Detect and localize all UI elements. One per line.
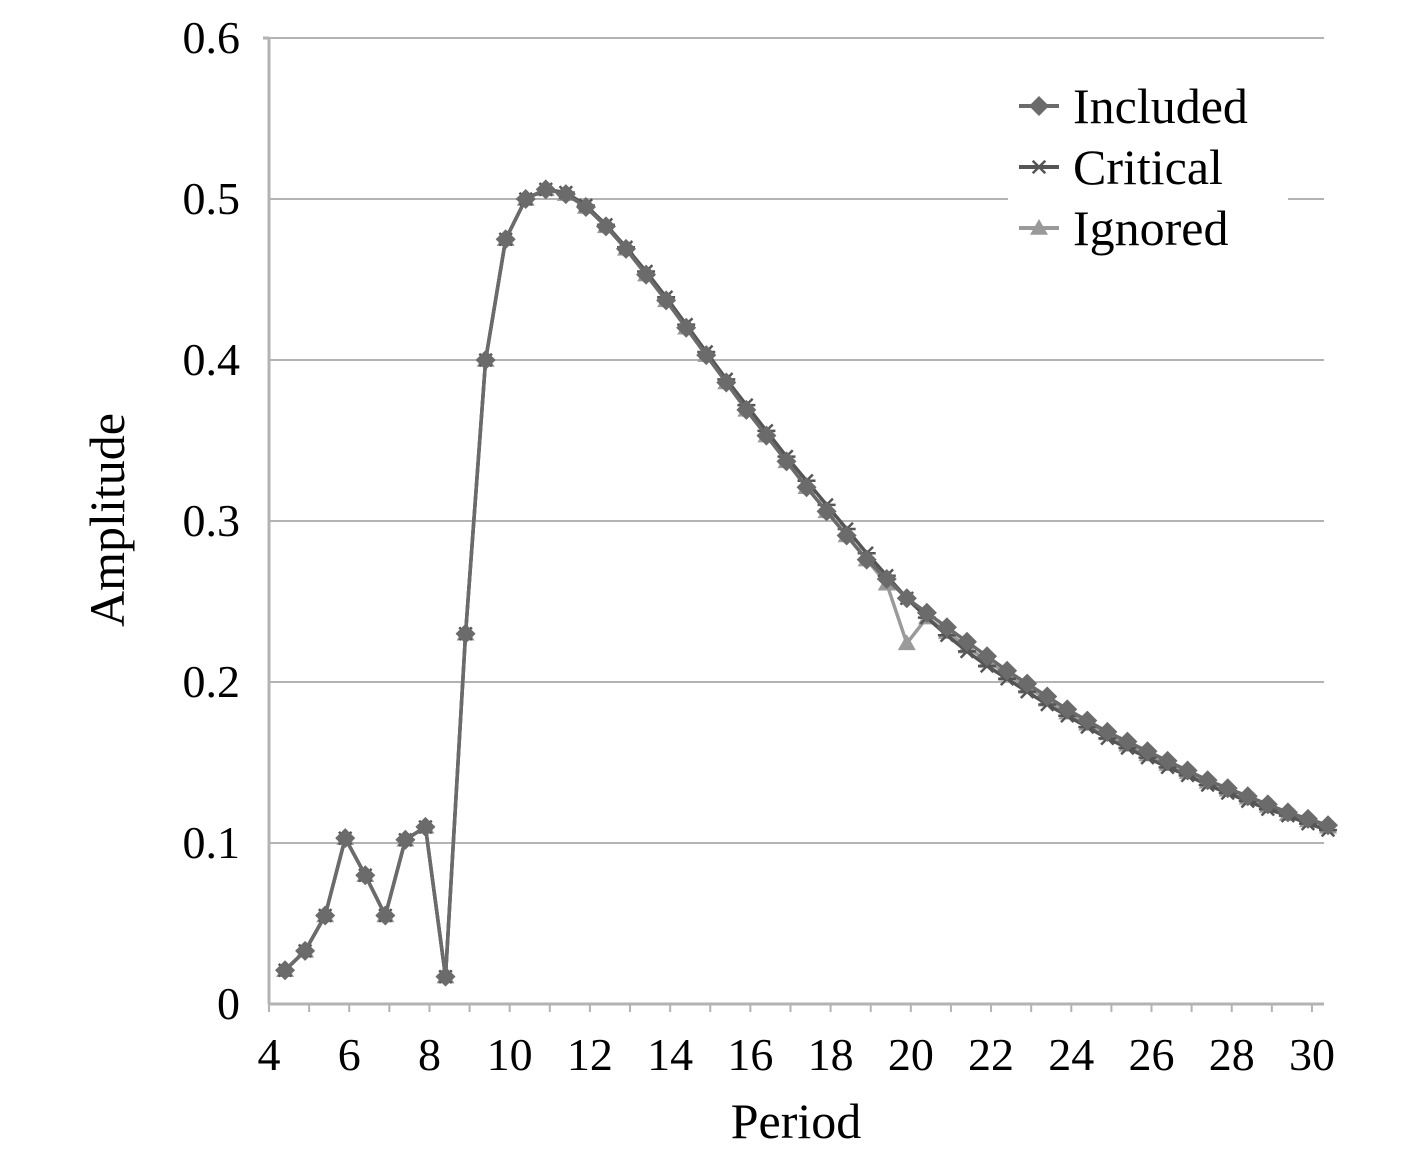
x-tick-label: 30	[1289, 1029, 1335, 1080]
point-included	[656, 290, 677, 311]
point-included	[455, 623, 476, 644]
x-tick-label: 6	[338, 1029, 361, 1080]
point-included	[475, 350, 496, 370]
x-tick-label: 4	[258, 1029, 281, 1080]
point-included	[1057, 699, 1078, 720]
point-included	[796, 477, 817, 498]
legend-marker-ignored	[1030, 219, 1048, 235]
point-included	[1297, 808, 1318, 829]
point-included	[956, 631, 977, 652]
point-included	[395, 829, 416, 850]
grid-lines	[269, 37, 1324, 844]
point-included	[1037, 686, 1058, 707]
series-lines	[275, 179, 1339, 987]
legend-marker-included	[1029, 96, 1049, 116]
point-included	[816, 501, 837, 522]
legend-label-included: Included	[1073, 78, 1248, 134]
x-tick-label: 8	[418, 1029, 441, 1080]
x-tick-label: 14	[647, 1029, 693, 1080]
y-tick-label: 0.2	[183, 656, 241, 707]
x-tick-label: 20	[888, 1029, 934, 1080]
point-included	[1157, 750, 1178, 771]
point-included	[636, 264, 657, 285]
y-axis-title: Amplitude	[79, 413, 135, 627]
point-included	[616, 238, 637, 259]
y-tick-label: 0.3	[183, 495, 241, 546]
point-included	[1318, 815, 1339, 836]
point-included	[1257, 794, 1278, 815]
series-ignored	[276, 180, 1338, 984]
point-included	[1177, 760, 1198, 781]
point-included	[275, 960, 296, 981]
point-included	[415, 816, 436, 837]
point-included	[1197, 770, 1218, 791]
point-included	[495, 229, 516, 250]
point-included	[375, 905, 396, 926]
point-included	[1237, 786, 1258, 807]
x-tick-label: 10	[487, 1029, 533, 1080]
point-included	[997, 660, 1018, 681]
legend-label-critical: Critical	[1073, 139, 1223, 195]
point-included	[776, 451, 797, 472]
point-included	[335, 828, 356, 849]
x-tick-label: 24	[1048, 1029, 1094, 1080]
point-included	[575, 197, 596, 218]
tick-labels: 0 0.1 0.2 0.3 0.4 0.5 0.6 4 6 8 10 12 14 16 18 20 22 24 26…	[183, 12, 1335, 1080]
point-included	[936, 617, 957, 638]
point-included	[977, 646, 998, 667]
y-tick-label: 0.6	[183, 12, 241, 63]
point-included	[856, 549, 877, 570]
point-included	[535, 179, 556, 200]
x-axis-title: Period	[731, 1093, 862, 1149]
axes	[263, 36, 1324, 1012]
point-included	[1217, 778, 1238, 799]
x-tick-label: 18	[808, 1029, 854, 1080]
x-tick-label: 22	[968, 1029, 1014, 1080]
point-included	[756, 425, 777, 446]
point-included	[515, 189, 536, 209]
legend-label-ignored: Ignored	[1073, 200, 1229, 256]
point-included	[1077, 710, 1098, 731]
point-included	[355, 865, 376, 886]
point-included	[716, 372, 737, 393]
x-tick-label: 26	[1129, 1029, 1175, 1080]
point-included	[1117, 731, 1138, 752]
series-line-included	[283, 187, 1329, 977]
point-included	[1137, 741, 1158, 762]
y-tick-label: 0.5	[183, 173, 241, 224]
point-included	[595, 216, 616, 237]
x-tick-label: 16	[727, 1029, 773, 1080]
point-included	[836, 525, 857, 546]
point-included	[696, 345, 717, 366]
series-critical	[276, 182, 1338, 984]
point-included	[896, 588, 917, 609]
point-ignored	[897, 634, 916, 651]
legend-marker-critical	[1030, 159, 1048, 175]
series-included	[275, 179, 1339, 987]
point-included	[1017, 673, 1038, 694]
point-included	[1097, 721, 1118, 742]
x-tick-label: 28	[1209, 1029, 1255, 1080]
point-included	[315, 905, 336, 926]
y-tick-label: 0.1	[183, 817, 241, 868]
point-included	[1277, 802, 1298, 823]
x-tick-label: 12	[567, 1029, 613, 1080]
point-included	[295, 940, 316, 961]
legend-item-critical: Critical	[1019, 139, 1223, 195]
legend-item-ignored: Ignored	[1019, 200, 1229, 256]
series-line-critical	[283, 187, 1329, 977]
point-included	[736, 399, 757, 420]
point-included	[876, 568, 897, 589]
point-included	[916, 602, 937, 623]
legend-item-included: Included	[1019, 78, 1248, 134]
y-tick-label: 0	[217, 978, 240, 1029]
point-included	[676, 317, 697, 338]
y-tick-label: 0.4	[183, 334, 241, 385]
point-included	[435, 966, 456, 987]
series-line-ignored	[283, 187, 1329, 977]
point-included	[555, 184, 576, 205]
